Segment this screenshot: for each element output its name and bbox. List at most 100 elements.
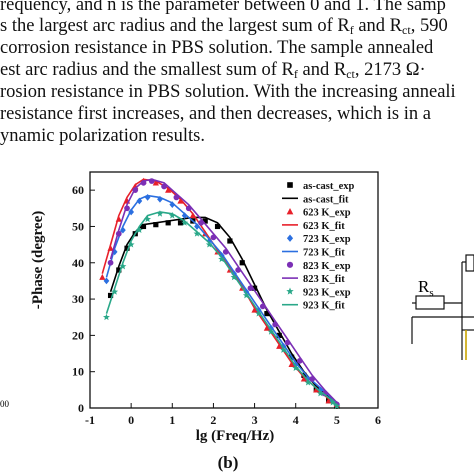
- text-run: and R: [353, 16, 403, 36]
- x-axis-label: lg (Freq/Hz): [196, 428, 274, 444]
- data-point: [267, 328, 275, 335]
- series-layer: [99, 177, 341, 410]
- text-run: ynamic polarization results.: [0, 126, 205, 146]
- y-tick-label: 60: [72, 183, 84, 197]
- legend-item: 923 K_fit: [282, 301, 345, 312]
- data-point: [169, 201, 176, 209]
- data-point: [103, 277, 110, 285]
- data-point: [218, 255, 226, 263]
- text-run: rosion resistance in PBS solution. With …: [0, 82, 456, 102]
- legend-item: 623 K_fit: [282, 221, 345, 232]
- data-point: [264, 311, 270, 317]
- text-run: , 590: [410, 16, 448, 36]
- y-tick-label: 0: [78, 401, 84, 415]
- subscript-text: f: [349, 23, 354, 37]
- data-point: [181, 212, 188, 219]
- data-point: [193, 230, 201, 237]
- legend-item: 723 K_exp: [286, 234, 351, 245]
- legend-label: 823 K_fit: [303, 274, 345, 285]
- panel-label: (b): [218, 453, 239, 472]
- data-point: [206, 237, 213, 245]
- text-run: corrosion resistance in PBS solution. Th…: [0, 38, 434, 58]
- data-point: [135, 226, 143, 234]
- circuit-label: Rs: [418, 277, 434, 299]
- caption-line: resistance first increases, and then dec…: [0, 103, 431, 125]
- subscript-text: f: [293, 67, 298, 81]
- legend-item: 923 K_exp: [286, 287, 351, 298]
- data-point: [168, 211, 176, 219]
- x-tick-label: 0: [128, 413, 134, 427]
- text-run: resistance first increases, and then dec…: [0, 104, 431, 124]
- legend-label: 623 K_exp: [303, 208, 351, 219]
- data-point: [239, 260, 245, 266]
- data-point: [205, 240, 213, 248]
- data-point: [286, 234, 294, 242]
- fit-line: [105, 211, 338, 407]
- data-point: [140, 223, 147, 230]
- data-point: [165, 220, 171, 226]
- caption-line: est arc radius and the smallest sum of R…: [0, 59, 426, 85]
- legend-label: as-cast_exp: [303, 181, 354, 192]
- data-point: [194, 223, 200, 230]
- legend-label: as-cast_fit: [303, 194, 349, 205]
- caption-line: requency, and n is the parameter between…: [0, 0, 446, 16]
- data-point: [230, 273, 238, 281]
- x-tick-label: 1: [169, 413, 175, 427]
- text-run: s the largest arc radius and the largest…: [0, 16, 350, 36]
- y-tick-label: 30: [72, 292, 84, 306]
- series-8: [103, 210, 341, 410]
- left-margin-fragment: 00: [0, 399, 10, 409]
- x-tick-label: -1: [85, 413, 95, 427]
- data-point: [127, 240, 135, 248]
- caption-line: corrosion resistance in PBS solution. Th…: [0, 37, 433, 59]
- legend-label: 823 K_exp: [303, 261, 351, 272]
- data-point: [300, 375, 308, 382]
- x-tick-label: 2: [210, 413, 216, 427]
- series-7: [109, 178, 338, 404]
- x-tick-label: 5: [334, 413, 340, 427]
- text-run: est arc radius and the smallest sum of R: [0, 60, 294, 80]
- data-point: [286, 207, 294, 215]
- caption-line: s the largest arc radius and the largest…: [0, 15, 448, 41]
- caption-line: rosion resistance in PBS solution. With …: [0, 81, 456, 103]
- data-point: [177, 220, 184, 226]
- legend-label: 923 K_exp: [303, 287, 351, 298]
- legend-item: 623 K_exp: [286, 207, 351, 219]
- text-run: , 2173 Ω·: [354, 60, 426, 80]
- data-point: [214, 223, 221, 230]
- data-point: [152, 179, 159, 186]
- legend-label: 623 K_fit: [303, 221, 345, 232]
- plot-frame: [89, 171, 379, 409]
- data-point: [329, 398, 337, 406]
- data-point: [255, 309, 263, 317]
- text-run: requency, and n is the parameter between…: [0, 0, 446, 15]
- fit-line: [105, 194, 338, 405]
- data-point: [165, 186, 172, 193]
- data-point: [124, 245, 130, 251]
- equivalent-circuit-fragment: Rs: [411, 254, 474, 360]
- fit-line: [109, 178, 338, 404]
- data-point: [286, 261, 294, 268]
- data-point: [107, 292, 114, 299]
- data-point: [153, 222, 159, 228]
- y-tick-label: 20: [72, 328, 84, 342]
- data-point: [251, 285, 258, 291]
- series-5: [105, 194, 338, 405]
- data-point: [313, 386, 320, 393]
- x-tick-label: 4: [293, 413, 299, 427]
- y-tick-label: 40: [72, 256, 84, 270]
- data-point: [156, 210, 164, 217]
- legend-item: as-cast_fit: [282, 194, 349, 205]
- legend-item: 823 K_fit: [282, 274, 345, 285]
- data-point: [116, 267, 122, 273]
- subscript-text: ct: [402, 23, 411, 37]
- data-point: [202, 218, 208, 224]
- data-point: [144, 215, 152, 223]
- y-tick-label: 10: [72, 365, 84, 379]
- data-point: [286, 287, 294, 295]
- data-point: [119, 262, 127, 270]
- legend-label: 723 K_fit: [303, 248, 345, 259]
- data-point: [111, 288, 119, 295]
